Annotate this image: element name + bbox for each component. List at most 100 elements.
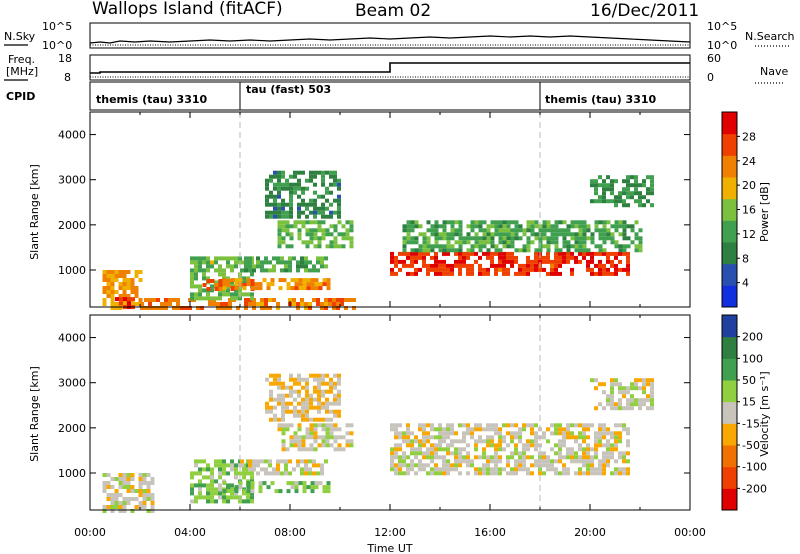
echo-cell (138, 481, 143, 485)
echo-cell (566, 240, 571, 245)
echo-cell (190, 268, 194, 273)
echo-cell (406, 463, 410, 468)
echo-cell (530, 455, 534, 460)
echo-cell (462, 439, 466, 444)
echo-cell (238, 296, 242, 301)
echo-cell (562, 220, 567, 225)
echo-cell (546, 459, 550, 464)
echo-cell (236, 306, 240, 310)
echo-cell (294, 286, 299, 291)
echo-cell (550, 431, 554, 436)
echo-cell (462, 259, 466, 264)
echo-cell (312, 298, 316, 302)
echo-cell (106, 497, 111, 501)
echo-cell (317, 385, 321, 390)
echo-cell (260, 264, 264, 269)
echo-cell (446, 240, 451, 245)
echo-cell (190, 471, 194, 476)
echo-cell (630, 228, 635, 233)
echo-cell (622, 394, 626, 399)
echo-cell (446, 463, 450, 468)
echo-cell (650, 378, 654, 383)
echo-cell (410, 240, 415, 245)
echo-cell (622, 451, 626, 456)
echo-cell (238, 288, 242, 293)
echo-cell (558, 228, 563, 233)
echo-cell (286, 282, 291, 287)
echo-cell (313, 182, 317, 187)
echo-cell (438, 455, 442, 460)
echo-cell (498, 427, 502, 432)
echo-cell (292, 467, 296, 472)
echo-cell (150, 493, 155, 497)
echo-cell (273, 377, 277, 382)
echo-cell (430, 232, 435, 237)
echo-cell (302, 282, 307, 287)
echo-cell (422, 423, 426, 428)
echo-cell (498, 251, 502, 256)
echo-cell (474, 232, 479, 237)
echo-cell (240, 268, 244, 273)
echo-cell (534, 447, 538, 452)
echo-cell (326, 489, 331, 494)
echo-cell (438, 423, 442, 428)
echo-cell (418, 443, 422, 448)
echo-cell (314, 286, 319, 291)
echo-cell (602, 267, 606, 272)
echo-cell (422, 251, 426, 256)
echo-cell (321, 443, 326, 448)
echo-cell (578, 220, 583, 225)
echo-cell (426, 451, 430, 456)
echo-cell (526, 244, 531, 249)
echo-cell (614, 439, 618, 444)
echo-cell (526, 271, 530, 276)
echo-cell (269, 202, 273, 207)
echo-cell (296, 264, 300, 269)
echo-cell (526, 439, 530, 444)
echo-cell (198, 491, 202, 496)
echo-cell (610, 443, 614, 448)
echo-cell (618, 439, 622, 444)
echo-cell (594, 244, 599, 249)
echo-cell (274, 489, 279, 494)
echo-cell (434, 228, 439, 233)
echo-cell (285, 224, 290, 229)
echo-cell (333, 401, 337, 406)
echo-cell (194, 268, 198, 273)
echo-cell (258, 286, 263, 291)
echo-cell (566, 455, 570, 460)
echo-cell (598, 467, 602, 472)
echo-cell (422, 467, 426, 472)
echo-cell (242, 292, 246, 297)
echo-cell (130, 290, 135, 294)
echo-cell (326, 481, 331, 486)
echo-cell (614, 240, 619, 245)
echo-cell (610, 232, 615, 237)
echo-cell (410, 463, 414, 468)
echo-cell (248, 264, 252, 269)
echo-cell (614, 443, 618, 448)
echo-cell (522, 244, 527, 249)
echo-cell (562, 236, 567, 241)
echo-cell (266, 485, 271, 490)
echo-cell (406, 423, 410, 428)
echo-cell (634, 187, 638, 192)
echo-cell (614, 378, 618, 383)
echo-cell (450, 228, 455, 233)
echo-cell (398, 267, 402, 272)
echo-cell (269, 405, 273, 410)
echo-cell (313, 220, 318, 225)
echo-cell (138, 298, 143, 302)
echo-cell (317, 228, 322, 233)
echo-cell (114, 306, 119, 310)
echo-cell (558, 259, 562, 264)
echo-cell (210, 475, 214, 480)
echo-cell (518, 263, 522, 268)
echo-cell (598, 271, 602, 276)
echo-cell (470, 459, 474, 464)
echo-cell (250, 282, 255, 287)
echo-cell (614, 224, 619, 229)
echo-cell (546, 427, 550, 432)
echo-cell (594, 451, 598, 456)
echo-cell (482, 451, 486, 456)
